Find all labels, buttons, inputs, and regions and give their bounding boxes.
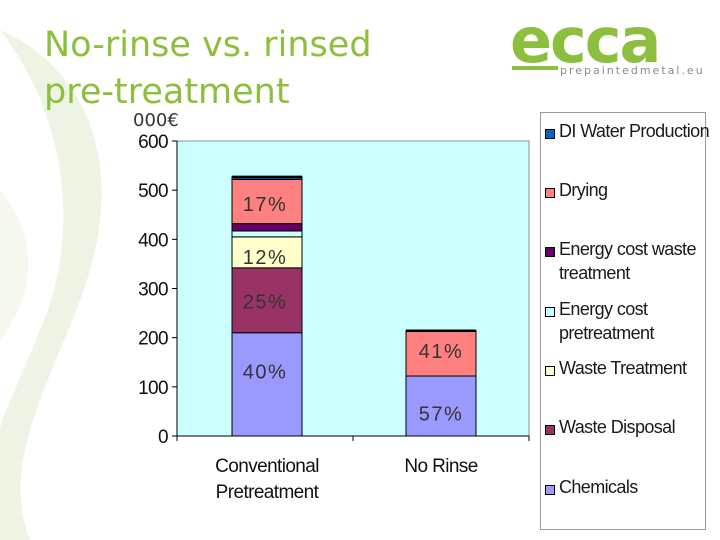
data-label: 12%	[243, 247, 288, 269]
x-tick-label: No Rinse	[404, 456, 477, 477]
legend-label: Energy cost waste treatment	[559, 237, 709, 285]
legend-swatch	[545, 247, 555, 257]
slide-title: No-rinse vs. rinsed pre-treatment	[44, 25, 372, 112]
legend-label-line: Waste Disposal	[559, 417, 676, 437]
x-tick-label-line: No Rinse	[404, 456, 477, 477]
legend-label: Waste Treatment	[559, 356, 709, 380]
y-tick-label: 400	[138, 230, 168, 251]
legend-label: DI Water Production	[559, 119, 710, 143]
bar-segment-energy-cost-waste-treatment	[231, 223, 303, 232]
legend-label-line: Energy cost	[559, 299, 648, 319]
legend-label: Waste Disposal	[559, 415, 709, 439]
data-label: 57%	[419, 403, 464, 425]
bar-segment-chemicals	[231, 332, 303, 437]
data-label: 25%	[243, 291, 288, 313]
y-axis-label: 000€	[133, 110, 179, 131]
chart-legend: DI Water Production Drying Energy cost was…	[540, 112, 710, 530]
logo-underline	[512, 66, 558, 70]
legend-label: Energy cost pretreatment	[559, 297, 709, 345]
y-tick-label: 200	[138, 329, 168, 350]
legend-label: Drying	[559, 178, 709, 202]
y-tick-label: 600	[138, 132, 168, 153]
legend-swatch	[545, 425, 555, 435]
data-label: 40%	[243, 362, 288, 384]
legend-label-line: Energy cost waste	[559, 239, 696, 259]
data-label: 17%	[243, 194, 288, 216]
bar-segment-waste-disposal	[231, 267, 303, 334]
bar-segment-energy-cost-pretreatment	[231, 230, 303, 238]
y-tick-label: 0	[158, 427, 168, 448]
legend-label-line: DI Water Production	[559, 121, 710, 141]
y-tick-label: 300	[138, 280, 168, 301]
legend-label-line: Waste Treatment	[559, 358, 687, 378]
y-tick-label: 100	[138, 378, 168, 399]
logo-tagline: prepaintedmetal.eu	[560, 64, 705, 77]
ecca-logo: ecca	[510, 10, 661, 77]
legend-swatch	[545, 366, 555, 376]
legend-swatch	[545, 307, 555, 317]
legend-label-line: treatment	[559, 263, 630, 283]
y-tick-label: 500	[138, 181, 168, 202]
swoosh-shape-inner	[0, 190, 29, 340]
logo-wordmark: ecca	[510, 10, 659, 77]
legend-label-line: Chemicals	[559, 477, 638, 497]
legend-swatch	[545, 129, 555, 139]
legend-label-line: Drying	[559, 180, 608, 200]
legend-swatch	[545, 485, 555, 495]
data-label: 41%	[419, 341, 464, 363]
bar-segment-drying	[405, 330, 477, 377]
x-tick-label: Conventional Pretreatment	[215, 456, 319, 503]
legend-label: Chemicals	[559, 475, 709, 499]
x-tick-label-line: Pretreatment	[216, 482, 320, 503]
legend-swatch	[545, 188, 555, 198]
legend-label-line: pretreatment	[559, 323, 654, 343]
x-tick-label-line: Conventional	[215, 456, 319, 477]
swoosh-shape	[0, 30, 102, 540]
